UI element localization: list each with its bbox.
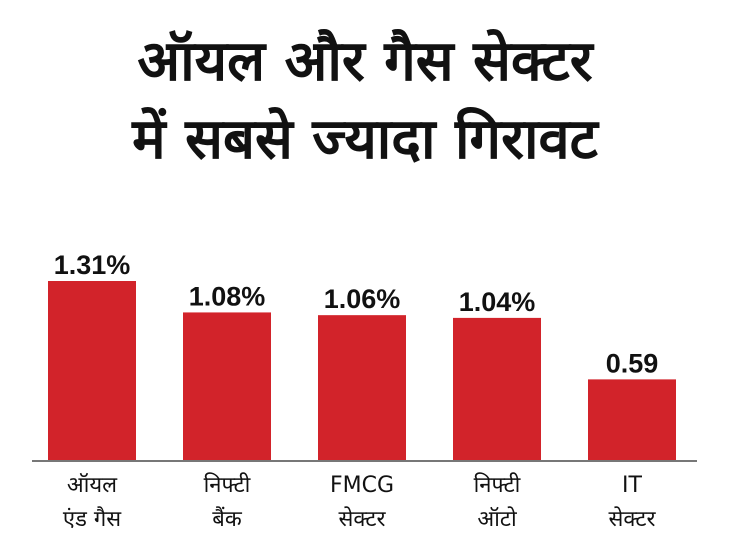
bar (453, 317, 541, 460)
category-label: ऑटो (477, 506, 517, 532)
bar (183, 312, 271, 460)
category-label: सेक्टर (339, 506, 387, 532)
chart-title-line-2: में सबसे ज्यादा गिरावट (132, 107, 598, 172)
data-label: 1.31% (54, 250, 131, 280)
data-label: 1.04% (459, 287, 536, 317)
category-label: निफ्टी (474, 472, 521, 498)
category-label: बैंक (212, 506, 243, 532)
data-label: 1.06% (324, 284, 401, 314)
bar (318, 315, 406, 460)
data-label: 1.08% (189, 281, 266, 311)
category-label: निफ्टी (204, 472, 251, 498)
category-label: IT (622, 473, 642, 498)
bar (588, 379, 676, 460)
category-label: सेक्टर (609, 506, 657, 532)
bar (48, 281, 136, 460)
data-label: 0.59 (606, 348, 659, 378)
category-label: एंड गैस (63, 506, 122, 532)
chart-title-line-1: ऑयल और गैस सेक्टर (137, 29, 593, 94)
category-label: FMCG (330, 473, 394, 498)
category-label: ऑयल (67, 472, 118, 498)
